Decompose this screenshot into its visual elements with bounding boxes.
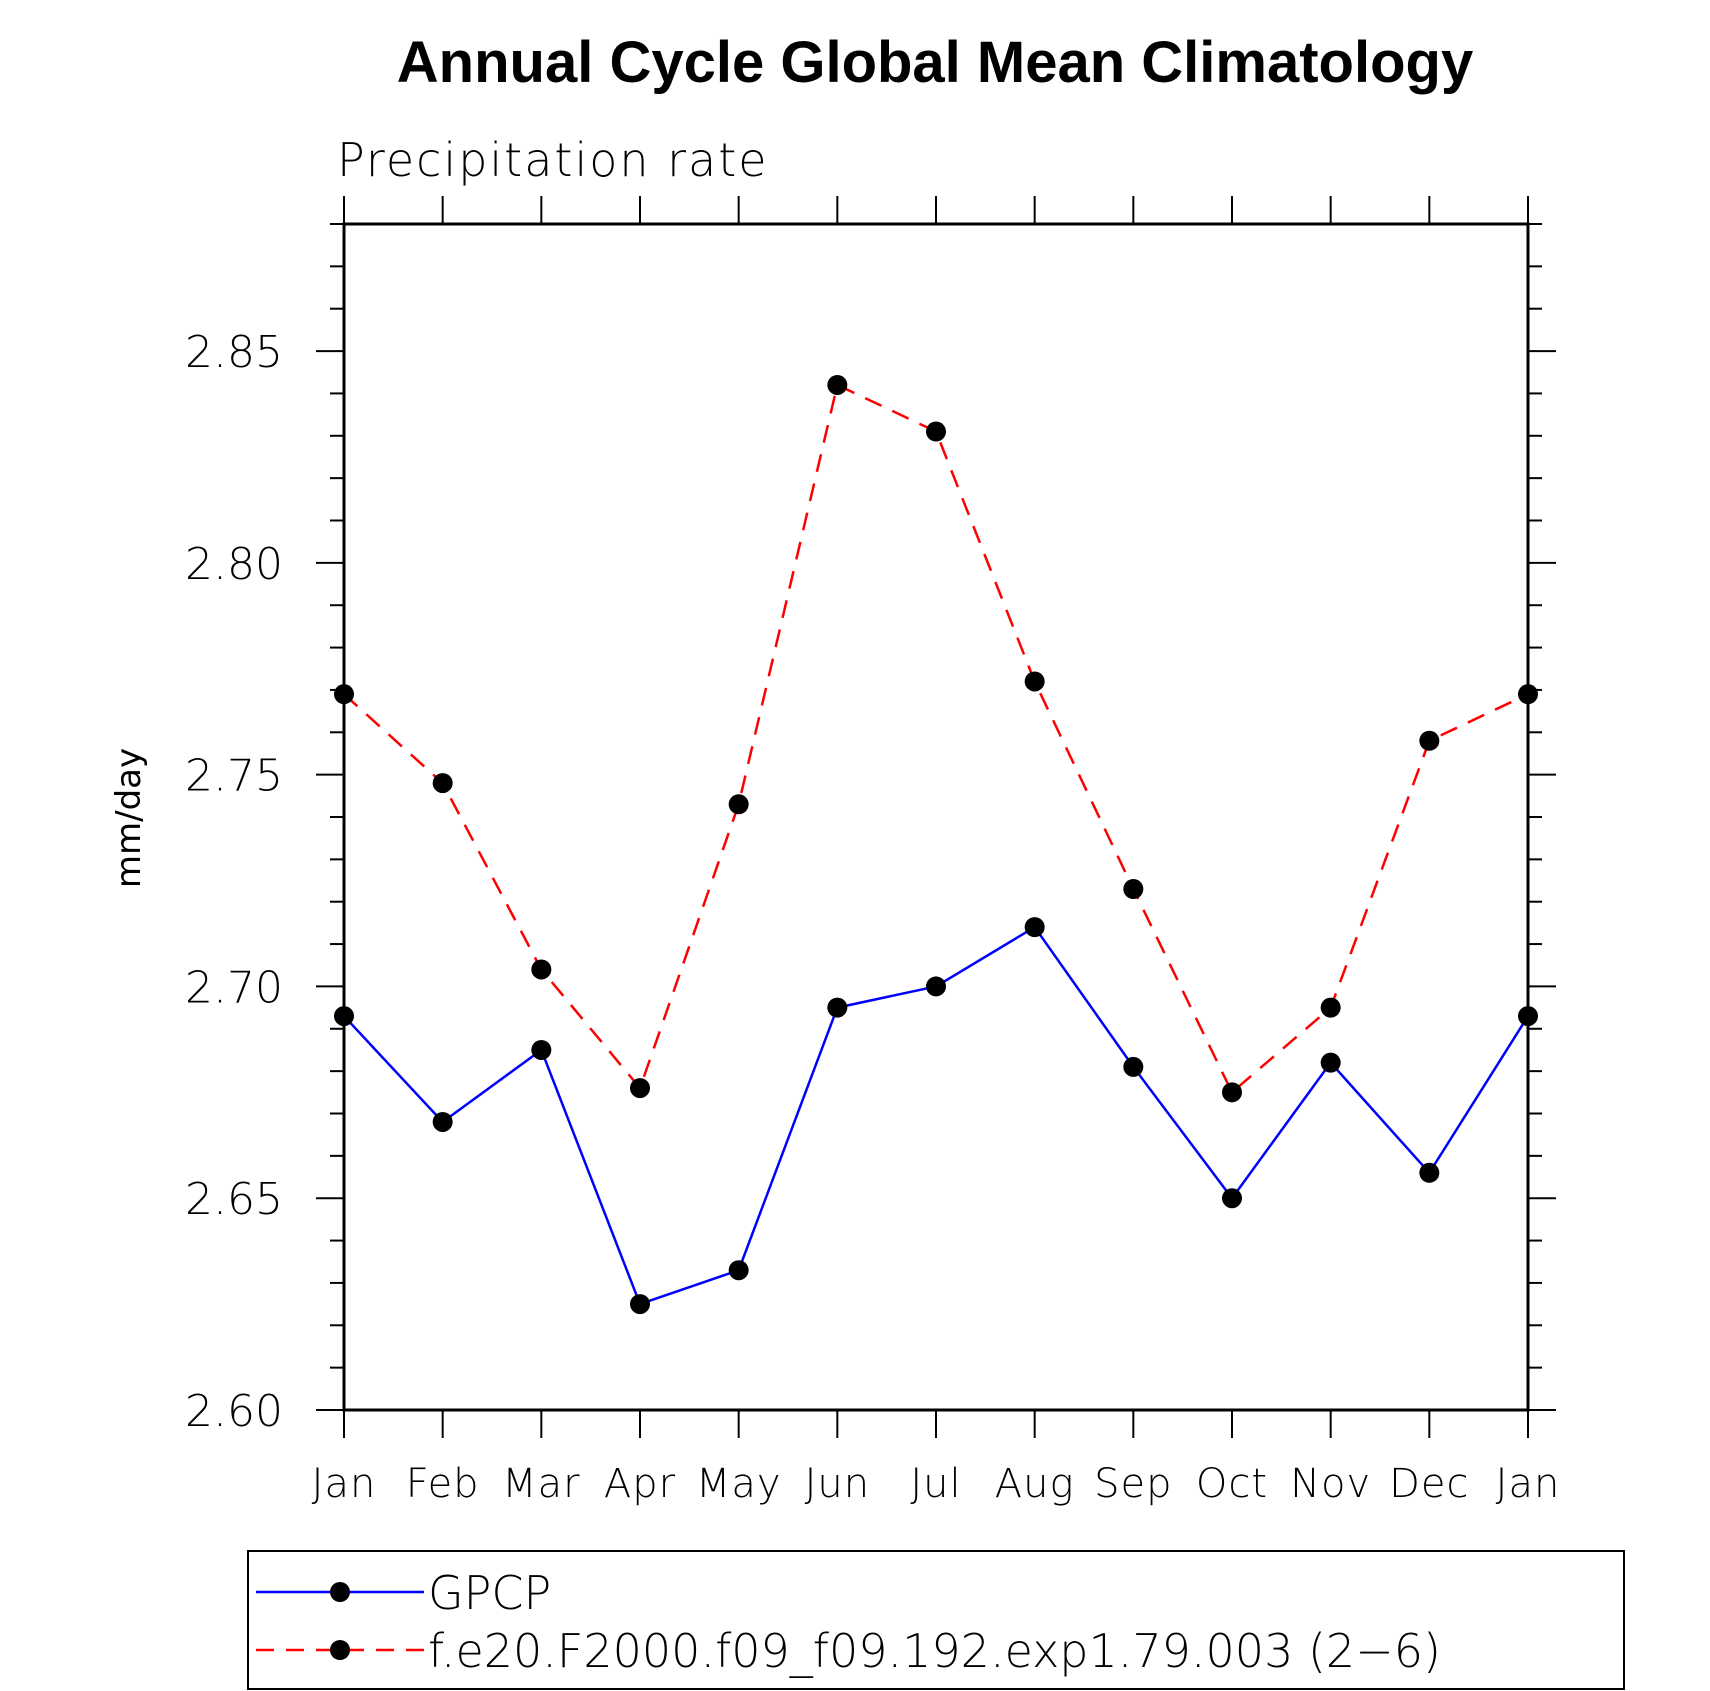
data-point-series-2: [926, 421, 946, 442]
y-tick-label: 2.85: [185, 327, 283, 378]
x-tick-label: Dec: [1389, 1461, 1469, 1507]
y-tick-label: 2.60: [185, 1386, 283, 1437]
x-tick-label: May: [696, 1461, 782, 1507]
data-point-series-1: [432, 1111, 453, 1132]
x-tick-label: Jun: [805, 1461, 871, 1507]
data-point-series-2: [432, 773, 453, 794]
data-point-series-2: [531, 959, 552, 980]
legend-marker-1: [330, 1582, 350, 1602]
x-tick-label: Aug: [995, 1461, 1075, 1507]
series-layer: [334, 374, 1538, 1315]
data-point-series-2: [1320, 997, 1341, 1018]
y-axis-label: mm/day: [109, 748, 149, 888]
legend-label-1: GPCP: [428, 1566, 551, 1620]
data-point-series-2: [1419, 730, 1440, 751]
y-tick-label: 2.80: [185, 539, 283, 590]
data-point-series-1: [334, 1006, 354, 1027]
data-point-series-1: [531, 1039, 552, 1060]
y-tick-label: 2.65: [185, 1174, 283, 1225]
data-point-series-1: [1024, 917, 1045, 938]
legend-marker-2: [330, 1640, 350, 1660]
data-point-series-2: [630, 1078, 650, 1099]
x-tick-label: Jan: [1496, 1461, 1561, 1507]
data-point-series-2: [334, 684, 354, 705]
data-point-series-1: [1320, 1052, 1341, 1073]
data-point-series-2: [1222, 1082, 1242, 1103]
x-tick-label: Mar: [502, 1461, 580, 1507]
data-point-series-1: [926, 976, 946, 997]
y-tick-label: 2.70: [185, 962, 283, 1013]
plot-frame: [342, 222, 1530, 1412]
data-point-series-2: [728, 794, 749, 815]
x-tick-label: Oct: [1196, 1461, 1268, 1507]
data-point-series-1: [1419, 1162, 1440, 1183]
x-tick-label: Feb: [406, 1461, 480, 1507]
legend: GPCPf.e20.F2000.f09_f09.192.exp1.79.003 …: [256, 1566, 1441, 1678]
data-point-series-2: [827, 374, 848, 395]
axes: 2.60 2.65 2.70 2.75 2.80 2.85 Jan Feb Mar Apr May J…: [185, 196, 1561, 1507]
data-point-series-1: [1222, 1188, 1242, 1209]
data-point-series-2: [1123, 879, 1144, 900]
data-point-series-1: [630, 1294, 650, 1315]
data-point-series-1: [827, 997, 848, 1018]
data-point-series-1: [1123, 1056, 1144, 1077]
chart-subtitle: Precipitation rate: [337, 133, 769, 187]
x-tick-label: Nov: [1290, 1461, 1371, 1507]
data-point-series-2: [1518, 684, 1538, 705]
data-point-series-1: [728, 1260, 749, 1281]
legend-label-2: f.e20.F2000.f09_f09.192.exp1.79.003 (2−6…: [428, 1624, 1441, 1678]
data-point-series-2: [1024, 671, 1045, 692]
data-point-series-1: [1518, 1006, 1538, 1027]
x-tick-label: Sep: [1094, 1461, 1172, 1507]
legend-box: [247, 1550, 1625, 1690]
y-tick-label: 2.75: [185, 751, 283, 802]
x-tick-label: Jul: [910, 1461, 961, 1507]
x-tick-label: Apr: [604, 1461, 676, 1507]
x-tick-label: Jan: [312, 1461, 377, 1507]
chart-title: Annual Cycle Global Mean Climatology: [397, 30, 1473, 95]
